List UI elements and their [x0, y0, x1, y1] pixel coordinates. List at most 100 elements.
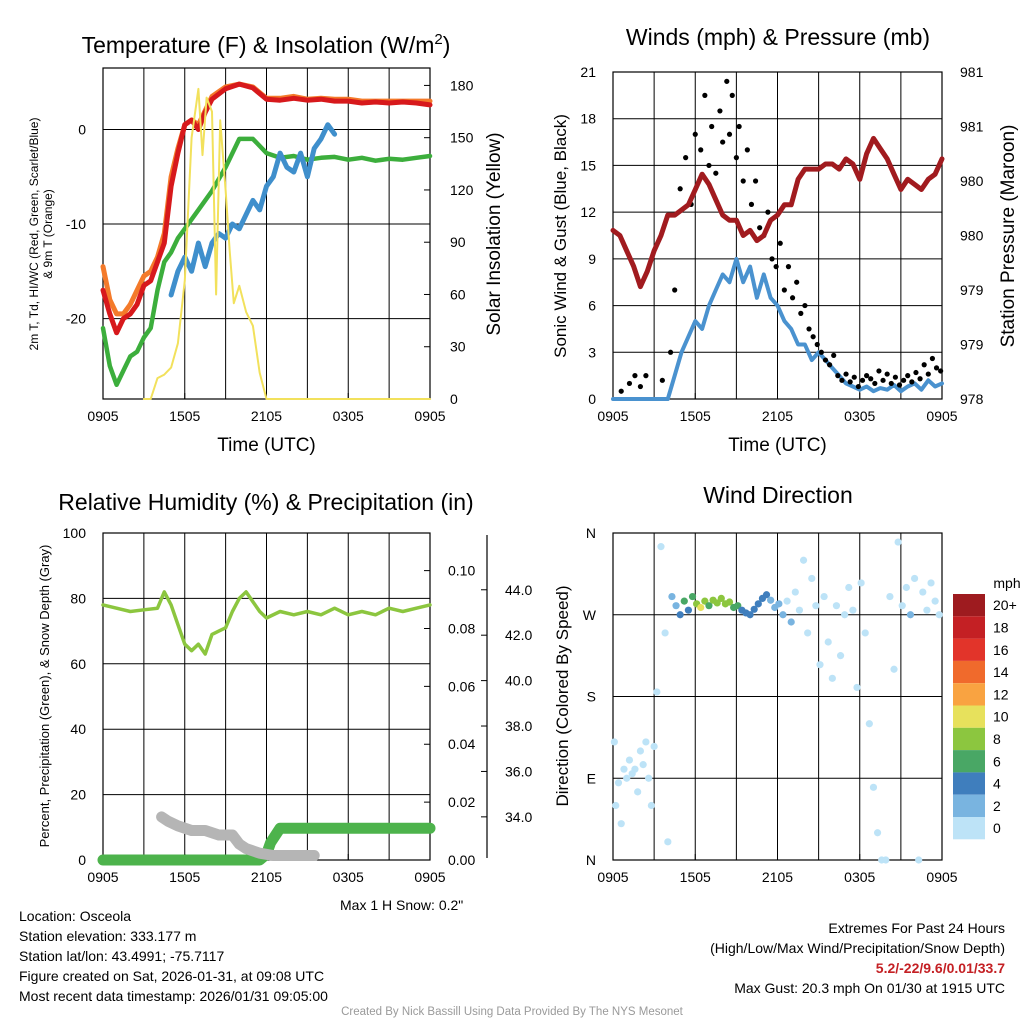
- wind-gust-point: [868, 376, 874, 382]
- wind-gust-point: [720, 139, 726, 145]
- legend-swatch: [953, 683, 985, 706]
- extremes-fields: (High/Low/Max Wind/Precipitation/Snow De…: [710, 940, 1005, 956]
- figure-created: Figure created on Sat, 2026-01-31, at 09…: [19, 968, 325, 984]
- wind-ytick-right-label: 979: [960, 282, 984, 298]
- wind-gust-point: [706, 162, 712, 169]
- dir-point: [688, 592, 697, 601]
- rh-xtick-label: 1505: [169, 869, 200, 885]
- temp-series-td: [100, 136, 433, 388]
- dir-point: [902, 583, 910, 592]
- wind-ytick-label: 3: [588, 344, 596, 360]
- dir-point: [653, 688, 661, 696]
- dir-point: [886, 592, 894, 601]
- wind-gust-point: [773, 264, 779, 270]
- rh-xtick-label: 0305: [333, 869, 364, 885]
- dir-xtick-label: 0305: [844, 869, 875, 885]
- dir-point: [804, 629, 812, 637]
- wind-gust-point: [892, 374, 898, 380]
- dir-point: [935, 611, 943, 619]
- wind-xtick-label: 1505: [680, 408, 711, 424]
- dir-point: [841, 611, 849, 619]
- wind-gust-point: [938, 368, 944, 374]
- wind-frame: [612, 71, 943, 400]
- wind-ytick-label: 21: [580, 64, 596, 80]
- wind-gust-point: [744, 147, 750, 153]
- dir-point: [676, 611, 684, 619]
- temp-ylabel-right: Solar Insolation (Yellow): [484, 132, 505, 335]
- station-info: Location: Osceola Station elevation: 333…: [19, 906, 328, 1006]
- temp-ylabel-left-2: & 9m T (Orange): [41, 189, 55, 279]
- wind-gust-point: [736, 123, 742, 130]
- extremes-heading: Extremes For Past 24 Hours: [828, 920, 1005, 936]
- dir-point: [672, 602, 680, 610]
- wind-gust-point: [729, 92, 735, 98]
- wind-gust-point: [872, 380, 878, 387]
- temp-xtick-label: 0305: [333, 408, 364, 424]
- wind-gust-point: [876, 368, 882, 374]
- dir-point: [873, 829, 882, 837]
- dir-point: [865, 720, 873, 728]
- dir-point: [832, 602, 841, 610]
- max-gust: Max Gust: 20.3 mph On 01/30 at 1915 UTC: [734, 980, 1005, 996]
- wind-ytick-label: 12: [580, 204, 596, 220]
- legend-swatch: [953, 638, 985, 661]
- dir-point: [816, 661, 824, 669]
- wind-gust-point: [765, 209, 771, 215]
- legend-label: 20+: [993, 597, 1017, 613]
- wind-gust-point: [826, 362, 833, 368]
- dir-ytick-label: W: [583, 607, 597, 623]
- dir-ytick-label: E: [587, 770, 596, 786]
- dir-point: [820, 592, 828, 601]
- legend-label: 6: [993, 753, 1001, 769]
- wind-gust-point: [855, 383, 861, 390]
- station-latlon: Station lat/lon: 43.4991; -75.7117: [19, 948, 225, 964]
- legend-label: 0: [993, 820, 1001, 836]
- dir-point: [717, 594, 725, 603]
- wind-gust-point: [702, 92, 708, 98]
- wind-gust-point: [692, 131, 698, 137]
- wind-xtick-label: 0905: [597, 408, 628, 424]
- dir-point: [849, 606, 857, 614]
- wind-gust-point: [757, 225, 763, 231]
- wind-gust-point: [839, 377, 845, 383]
- dir-point: [799, 556, 808, 564]
- wind-gust-point: [880, 377, 886, 383]
- dir-xtick-label: 0905: [926, 869, 957, 885]
- wind-gust-point: [726, 131, 733, 137]
- wind-gust-point: [618, 388, 624, 394]
- dir-point: [631, 765, 639, 773]
- temp-ytick-right-label: 120: [450, 182, 474, 198]
- legend-label: 8: [993, 731, 1001, 747]
- dir-point: [910, 574, 919, 583]
- dir-point: [795, 606, 804, 614]
- legend-title: mph: [993, 575, 1020, 591]
- extremes-box: Extremes For Past 24 Hours (High/Low/Max…: [710, 918, 1005, 998]
- wind-gust-point: [835, 373, 841, 379]
- wind-series-sonic-wind: [611, 256, 944, 401]
- dir-point: [906, 611, 915, 619]
- wind-gust-point: [901, 377, 907, 383]
- wind-ytick-right-label: 981: [960, 119, 984, 135]
- dir-point: [787, 618, 795, 626]
- wind-ytick-label: 6: [588, 298, 596, 314]
- dir-point: [767, 596, 775, 604]
- wind-gust-point: [929, 355, 936, 362]
- rh-precip-tick-label: 0.08: [448, 620, 475, 636]
- wind-gust-point: [859, 377, 866, 383]
- wind-gust-point: [802, 302, 808, 309]
- wind-ytick-right-label: 978: [960, 391, 984, 407]
- dir-ytick-label: S: [587, 689, 596, 705]
- wind-gust-point: [724, 78, 730, 84]
- dir-point: [927, 579, 935, 587]
- wind-gust-point: [717, 108, 723, 114]
- dir-point: [812, 602, 820, 610]
- dir-point: [754, 600, 762, 608]
- wind-gust-point: [884, 371, 890, 377]
- wind-gust-point: [637, 383, 644, 390]
- dir-point: [762, 591, 771, 599]
- rh-chart-title: Relative Humidity (%) & Precipitation (i…: [58, 489, 473, 515]
- dir-point: [614, 779, 623, 787]
- temp-ytick-right-label: 60: [450, 286, 466, 302]
- temp-series-solar-insolation: [142, 87, 431, 400]
